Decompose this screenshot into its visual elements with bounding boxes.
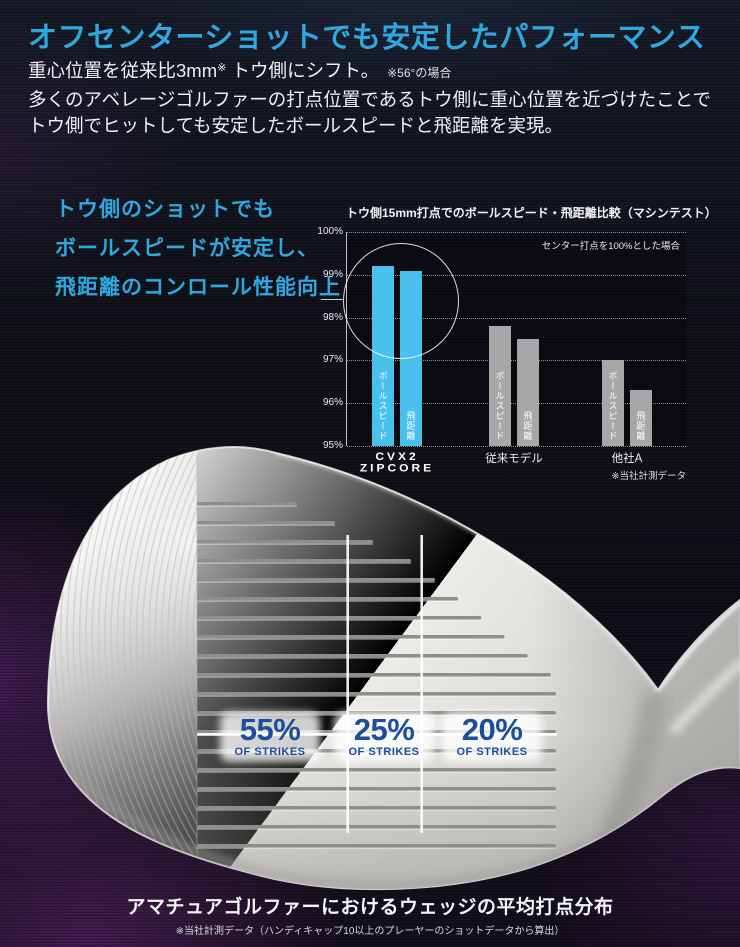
topline-highlight: [275, 451, 660, 691]
hosel-lower-shadow: [644, 766, 740, 837]
zone-divider-2: [420, 535, 423, 833]
clubhead-silhouette: [46, 446, 740, 891]
gridline: [347, 274, 686, 276]
intro-line-3: トウ側でヒットしても安定したボールスピードと飛距離を実現。: [28, 115, 564, 136]
heel-shading: [47, 447, 740, 890]
strike-zone-label-3: 20% OF STRIKES: [417, 712, 567, 759]
intro-line-2: 多くのアベレージゴルファーの打点位置であるトウ側に重心位置を近づけたことで: [28, 89, 712, 110]
bar-series-label: ボールスピード: [377, 371, 388, 441]
bar-飛距離: 飛距離: [630, 390, 652, 446]
callout-line-1: トウ側のショットでも: [55, 198, 275, 221]
chart-annotation: センター打点を100%とした場合: [541, 241, 680, 252]
sole-inner-shadow: [56, 758, 625, 890]
hosel-crease-shadow: [599, 690, 668, 846]
intro-line-1: 重心位置を従来比3mm※ トウ側にシフト。 ※56°の場合: [28, 57, 451, 83]
strike-zone-3-caption: OF STRIKES: [456, 746, 528, 758]
highlight-leader-line: [321, 299, 344, 300]
intro-line-1-main: 重心位置を従来比3mm: [28, 60, 218, 81]
intro-line-1-asterisk: ※: [217, 62, 227, 74]
gridline: [347, 403, 686, 405]
bottom-caption-note: ※当社計測データ（ハンディキャップ10以上のプレーヤーのショットデータから算出）: [175, 926, 565, 937]
gridline: [347, 317, 686, 319]
gridline: [347, 360, 686, 362]
y-axis-tick-label: 99%: [322, 268, 343, 280]
bar-series-label: 飛距離: [522, 411, 533, 441]
y-axis-tick-label: 96%: [322, 397, 343, 409]
bar-series-label: ボールスピード: [494, 371, 505, 441]
chart-title: トウ側15mm打点でのボールスピード・飛距離比較（マシンテスト）: [346, 206, 717, 220]
toe-highlight: [47, 447, 197, 890]
y-axis-tick-label: 100%: [317, 226, 343, 237]
callout-line-3: 飛距離のコンロール性能向上: [55, 276, 341, 299]
hosel-inner-highlight: [656, 600, 740, 692]
highlight-circle: [343, 243, 459, 359]
callout-text: トウ側のショットでも ボールスピードが安定し、 飛距離のコンロール性能向上: [55, 190, 341, 307]
hosel-mid-highlight: [668, 658, 740, 736]
group-label: 他社A: [611, 453, 643, 465]
bar-series-label: ボールスピード: [607, 371, 618, 441]
bar-ボールスピード: ボールスピード: [489, 326, 511, 446]
y-axis-tick-label: 95%: [322, 440, 343, 451]
y-axis-tick-label: 98%: [322, 311, 343, 323]
bottom-caption: アマチュアゴルファーにおけるウェッジの平均打点分布: [126, 897, 614, 918]
intro-line-1-rest: トウ側にシフト。: [226, 60, 380, 81]
callout-line-2: ボールスピードが安定し、: [55, 237, 319, 260]
page-heading: オフセンターショットでも安定したパフォーマンス: [28, 22, 706, 54]
face-grooves: [197, 502, 556, 849]
bar-飛距離: 飛距離: [517, 339, 539, 446]
sole-shading: [47, 447, 740, 890]
chart-footnote: ※当社計測データ: [611, 471, 686, 482]
bar-series-label: 飛距離: [405, 411, 416, 441]
strike-zone-3-percent: 20%: [461, 712, 523, 747]
bar-series-label: 飛距離: [635, 411, 646, 441]
y-axis-tick-label: 97%: [322, 354, 343, 366]
zone-divider-1: [346, 535, 349, 833]
gridline: [347, 232, 686, 233]
bar-ボールスピード: ボールスピード: [602, 360, 624, 446]
intro-line-1-note: ※56°の場合: [387, 66, 452, 80]
gridline: [347, 446, 686, 447]
